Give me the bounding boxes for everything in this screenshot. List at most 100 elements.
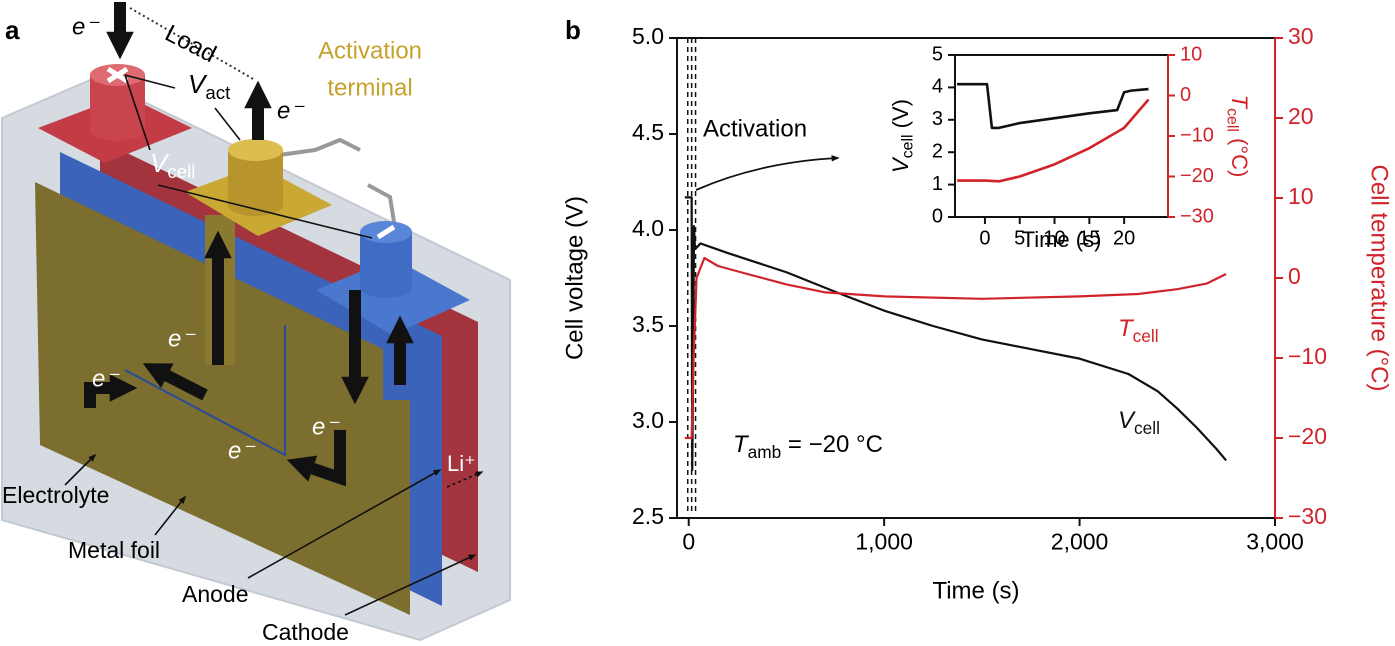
- y-tick-label: 3.0: [632, 407, 664, 433]
- metal-foil: [35, 182, 410, 615]
- y2-tick-label: −20: [1180, 165, 1214, 187]
- y2-axis-label: Cell temperature (°C): [1366, 165, 1393, 392]
- ambient-label-part: = −20 °C: [781, 431, 883, 458]
- y2-tick-label: −10: [1180, 124, 1214, 146]
- electron-label: e⁻: [228, 437, 256, 464]
- electron-arrows: [84, 2, 414, 487]
- x-tick-label: 10: [1043, 227, 1065, 249]
- y2-tick-label: 10: [1288, 183, 1314, 209]
- positive-terminal: [90, 119, 145, 141]
- load-line: [129, 7, 256, 81]
- y-tick-label: 2.5: [632, 503, 664, 529]
- series-label-part: cell: [1134, 418, 1160, 438]
- x-tick-label: 3,000: [1246, 528, 1304, 554]
- x-tick-label: 0: [979, 227, 990, 249]
- y2-tick-label: 10: [1180, 43, 1202, 65]
- electron-label: e⁻: [92, 365, 120, 392]
- series-line: [684, 256, 1227, 440]
- li-ion-label: Li⁺: [447, 451, 476, 476]
- x-tick-label: 2,000: [1051, 528, 1109, 554]
- y2-axis-label: Tcell (°C): [1223, 95, 1252, 178]
- y2-tick-label: 0: [1180, 84, 1191, 106]
- battery-diagram: a e⁻ e⁻ e⁻ e⁻ e⁻ e⁻ Load Activation term…: [0, 2, 511, 645]
- y2-tick-label: −20: [1288, 423, 1327, 449]
- y-tick-label: 1: [932, 173, 943, 195]
- panel-label: a: [5, 15, 20, 45]
- activation-label: Activation: [703, 115, 807, 142]
- electrolyte-label: Electrolyte: [2, 482, 109, 508]
- series-label-part: V: [1118, 407, 1136, 434]
- electron-label: e⁻: [277, 97, 305, 124]
- v-cell-label: Vcell: [150, 148, 195, 182]
- y-tick-label: 4: [932, 76, 943, 98]
- ambient-label-part: T: [733, 431, 750, 458]
- y-tick-label: 3.5: [632, 311, 664, 337]
- series-line: [684, 196, 1227, 472]
- minus-sign: [376, 224, 396, 240]
- y-tick-label: 0: [932, 205, 943, 227]
- activation-terminal-label: terminal: [327, 74, 412, 101]
- y-tick-label: 2: [932, 140, 943, 162]
- x-tick-label: 5: [1014, 227, 1025, 249]
- series-label: Vcell: [1118, 407, 1160, 437]
- cathode-label: Cathode: [262, 619, 349, 645]
- activation-wire: [271, 137, 361, 158]
- y2-tick-label: 20: [1288, 103, 1314, 129]
- y2-axis-label-part: (°C): [1227, 132, 1252, 177]
- v-act-label-part: act: [205, 82, 231, 103]
- y-tick-label: 4.5: [632, 119, 664, 145]
- panel-label: b: [565, 15, 581, 45]
- y2-tick-label: −30: [1180, 205, 1214, 227]
- plus-sign: [106, 66, 129, 84]
- negative-terminal: [360, 276, 412, 298]
- series-line: [957, 98, 1150, 183]
- y-axis-label: Vcell (V): [888, 99, 917, 173]
- load-label: Load: [161, 20, 221, 68]
- y-tick-label: 5.0: [632, 23, 664, 49]
- y2-axis-label-part: T: [1227, 95, 1252, 110]
- y-tick-label: 4.0: [632, 215, 664, 241]
- series-label-part: T: [1118, 315, 1135, 342]
- series-label: Tcell: [1118, 315, 1159, 345]
- y-axis-label-part: cell: [900, 135, 917, 159]
- y-axis-label: Cell voltage (V): [561, 196, 588, 360]
- inset-background: [955, 55, 1168, 217]
- negative-wire: [367, 183, 397, 229]
- series-label-part: cell: [1133, 326, 1159, 346]
- foil-line: [124, 325, 286, 457]
- x-axis-label: Time (s): [932, 577, 1019, 604]
- x-tick-label: 20: [1113, 227, 1135, 249]
- y2-axis-label-part: cell: [1223, 108, 1240, 132]
- electron-label: e⁻: [312, 413, 340, 440]
- activation-arrow: [695, 155, 840, 191]
- v-cell-label-part: V: [150, 148, 170, 178]
- y-axis-label-part: (V): [888, 99, 913, 134]
- leader-lines: [64, 74, 484, 616]
- ambient-label-part: amb: [748, 442, 782, 462]
- activation-terminal-label: Activation: [318, 37, 422, 64]
- anode-label: Anode: [182, 581, 249, 607]
- y-tick-label: 3: [932, 108, 943, 130]
- activation-terminal-top: [228, 139, 283, 161]
- x-tick-label: 0: [682, 528, 695, 554]
- y2-tick-label: 30: [1288, 23, 1314, 49]
- metal-foil-label: Metal foil: [68, 537, 160, 563]
- y2-tick-label: 0: [1288, 263, 1301, 289]
- ambient-label: Tamb = −20 °C: [733, 431, 883, 461]
- y2-tick-label: −10: [1288, 343, 1327, 369]
- y2-tick-label: −30: [1288, 503, 1327, 529]
- electron-label: e⁻: [72, 13, 100, 40]
- x-tick-label: 1,000: [855, 528, 913, 554]
- v-cell-label-part: cell: [167, 161, 195, 182]
- activation-terminal: [228, 194, 283, 216]
- v-act-label: Vact: [188, 69, 231, 103]
- series-line: [957, 82, 1149, 130]
- y-axis-label-part: V: [888, 156, 913, 173]
- x-tick-label: 15: [1078, 227, 1100, 249]
- v-act-label-part: V: [188, 69, 208, 99]
- electron-label: e⁻: [168, 325, 196, 352]
- x-axis-label: Time (s): [1022, 227, 1102, 252]
- y-tick-label: 5: [932, 43, 943, 65]
